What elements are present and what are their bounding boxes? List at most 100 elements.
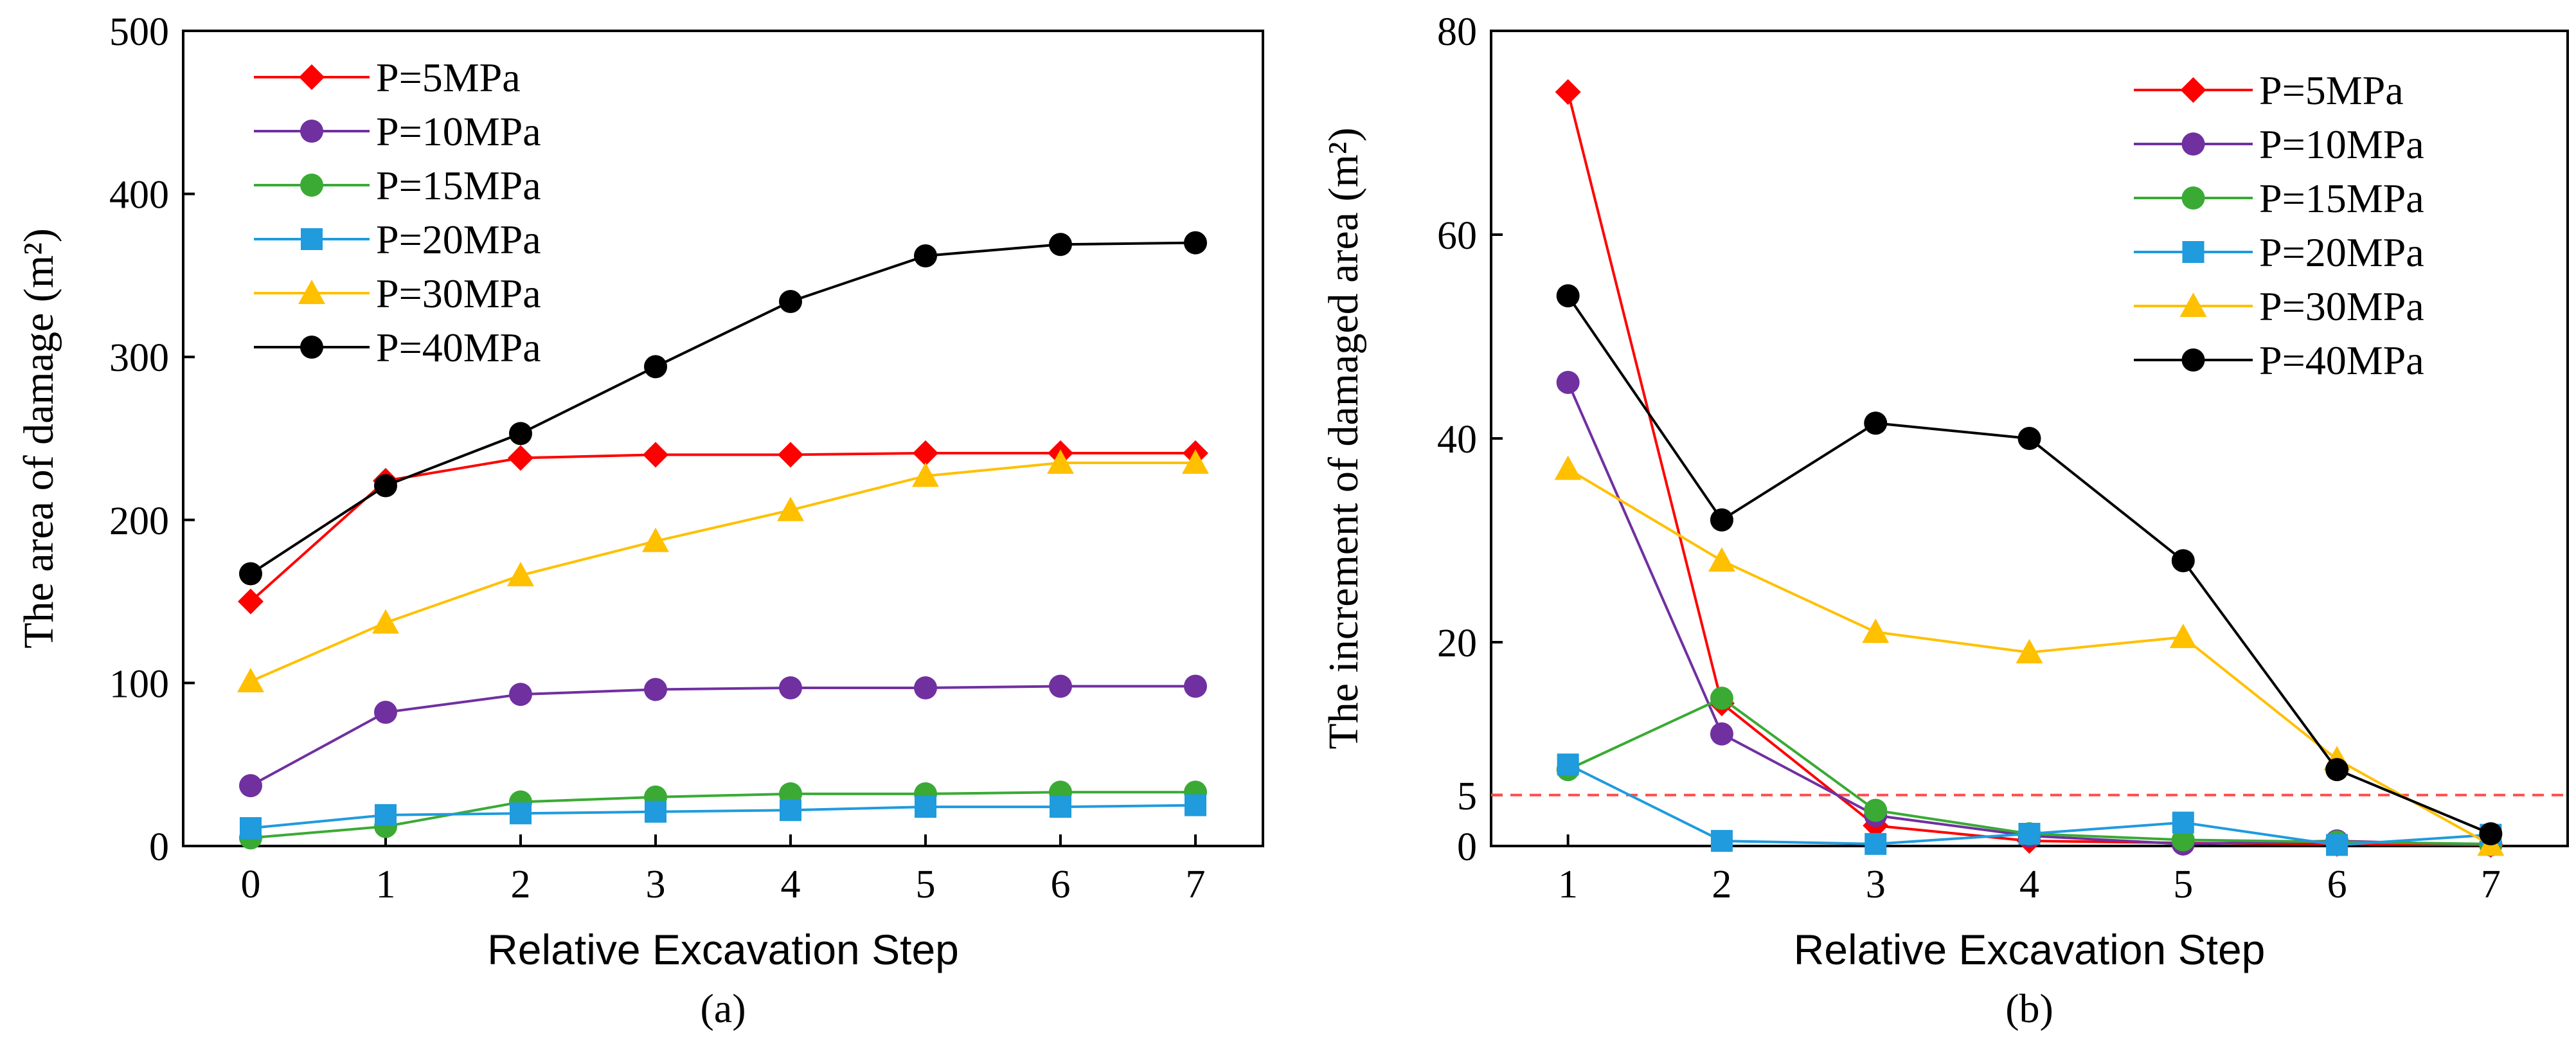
data-point bbox=[1864, 798, 1888, 822]
legend-marker bbox=[300, 174, 323, 197]
y-axis-title: The area of damage (m²) bbox=[15, 228, 62, 649]
chart-panel-b: 0 5 20 40 60 80 1 2 3 4 5 6 7 Relative Excavation Ste… bbox=[1320, 10, 2569, 1031]
data-point bbox=[642, 527, 669, 552]
data-point bbox=[510, 802, 532, 825]
data-point bbox=[238, 588, 264, 615]
legend-label: P=15MPa bbox=[376, 163, 541, 208]
data-point bbox=[507, 562, 534, 587]
x-tick-label: 4 bbox=[781, 863, 801, 906]
data-point bbox=[240, 817, 262, 840]
data-point bbox=[913, 440, 938, 466]
data-point bbox=[1710, 687, 1733, 710]
y-tick-label: 20 bbox=[1437, 622, 1477, 665]
data-point bbox=[778, 442, 803, 468]
series-line bbox=[250, 791, 1195, 840]
legend-label: P=15MPa bbox=[2259, 176, 2424, 221]
series-P=10MPa bbox=[239, 674, 1207, 798]
legend-label: P=40MPa bbox=[2259, 338, 2424, 383]
legend-label: P=5MPa bbox=[2259, 68, 2404, 113]
data-point bbox=[2017, 427, 2041, 450]
series-line bbox=[250, 462, 1195, 683]
data-point bbox=[644, 678, 667, 701]
data-point bbox=[777, 496, 804, 521]
data-point bbox=[1555, 79, 1581, 105]
data-point bbox=[1049, 674, 1072, 698]
data-point bbox=[1710, 508, 1733, 532]
legend: P=5MPa P=10MPa P=15MPa P=20MPa P=30MPa P=40MP… bbox=[2134, 68, 2424, 383]
data-point bbox=[1557, 753, 1579, 776]
series-P=20MPa bbox=[240, 794, 1206, 840]
data-point bbox=[780, 799, 801, 822]
legend-marker bbox=[2181, 186, 2205, 210]
y-tick-label: 500 bbox=[109, 10, 169, 54]
x-tick-label: 0 bbox=[241, 863, 261, 906]
x-tick-label: 2 bbox=[1712, 863, 1731, 906]
legend-label: P=40MPa bbox=[376, 325, 541, 370]
legend-label: P=30MPa bbox=[2259, 284, 2424, 329]
x-tick-label: 3 bbox=[646, 863, 666, 906]
data-point bbox=[644, 355, 667, 379]
data-point bbox=[912, 462, 939, 487]
y-tick-label: 0 bbox=[149, 825, 169, 869]
legend-marker bbox=[2181, 132, 2205, 156]
data-point bbox=[374, 701, 397, 724]
x-tick-label: 5 bbox=[2173, 863, 2193, 906]
data-point bbox=[1182, 449, 1209, 474]
data-point bbox=[2479, 822, 2503, 845]
data-point bbox=[2169, 624, 2197, 649]
data-point bbox=[372, 609, 399, 634]
series-P=40MPa bbox=[239, 231, 1207, 586]
data-point bbox=[1047, 449, 1074, 474]
legend-marker bbox=[300, 120, 323, 143]
x-tick-label: 7 bbox=[2481, 863, 2501, 906]
legend-marker bbox=[298, 280, 325, 304]
y-axis-title: The increment of damaged area (m²) bbox=[1320, 127, 1367, 749]
data-point bbox=[1049, 233, 1072, 256]
data-point bbox=[237, 667, 264, 692]
data-point bbox=[1865, 833, 1887, 855]
legend-marker bbox=[2182, 241, 2205, 263]
legend-marker bbox=[301, 228, 323, 250]
data-point bbox=[2171, 549, 2195, 573]
x-tick-label: 6 bbox=[1051, 863, 1071, 906]
legend-label: P=20MPa bbox=[376, 217, 541, 262]
data-point bbox=[239, 774, 262, 798]
data-point bbox=[374, 474, 397, 498]
panel-label: (b) bbox=[2005, 986, 2053, 1031]
y-tick-label: 200 bbox=[109, 500, 169, 543]
x-tick-label: 1 bbox=[376, 863, 396, 906]
data-point bbox=[1184, 231, 1207, 255]
y-tick-label: 0 bbox=[1457, 825, 1477, 869]
data-point bbox=[2326, 834, 2348, 856]
x-tick-label: 2 bbox=[511, 863, 531, 906]
legend-label: P=10MPa bbox=[2259, 122, 2424, 167]
y-tick-label: 5 bbox=[1457, 775, 1477, 818]
data-point bbox=[1050, 796, 1071, 818]
x-tick-label: 5 bbox=[916, 863, 936, 906]
series-P=30MPa bbox=[237, 449, 1209, 692]
y-tick-label: 40 bbox=[1437, 418, 1477, 462]
legend-marker bbox=[299, 64, 325, 90]
series-P=40MPa bbox=[1556, 284, 2503, 845]
data-point bbox=[2016, 638, 2043, 663]
series-line bbox=[250, 804, 1196, 830]
data-point bbox=[375, 804, 397, 826]
x-tick-label: 4 bbox=[2019, 863, 2039, 906]
data-point bbox=[643, 442, 668, 468]
data-point bbox=[1862, 618, 1890, 644]
x-tick-label: 7 bbox=[1186, 863, 1206, 906]
legend-label: P=5MPa bbox=[376, 55, 521, 100]
y-tick-label: 400 bbox=[109, 174, 169, 217]
legend-marker bbox=[2180, 77, 2206, 103]
panel-label: (a) bbox=[700, 986, 746, 1031]
data-point bbox=[1556, 370, 1580, 394]
data-point bbox=[508, 445, 533, 471]
series-line bbox=[250, 685, 1195, 787]
data-point bbox=[1710, 722, 1733, 746]
data-point bbox=[1710, 830, 1733, 852]
data-point bbox=[1184, 674, 1207, 698]
legend-label: P=10MPa bbox=[376, 109, 541, 154]
y-tick-label: 100 bbox=[109, 662, 169, 706]
